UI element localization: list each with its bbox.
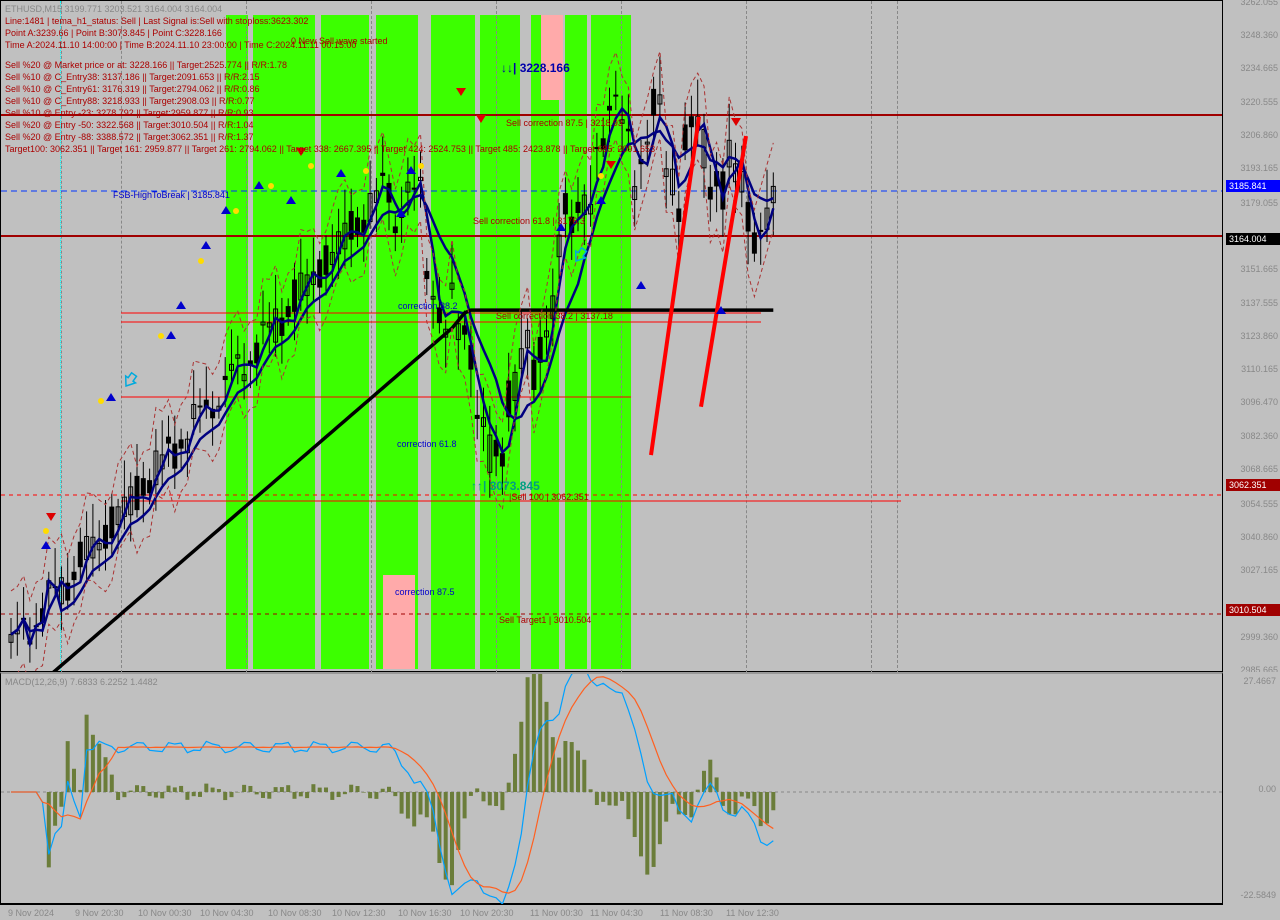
price-tick: 3082.360 — [1240, 431, 1278, 441]
info-line: 0 New Sell wave started — [291, 36, 388, 46]
info-line: Sell %20 @ Entry -88: 3388.572 || Target… — [5, 132, 253, 142]
chart-label: ↑↑| 3073.845 — [471, 479, 540, 493]
time-tick: 11 Nov 00:30 — [530, 908, 583, 918]
chart-label: ↓↓| 3228.166 — [501, 61, 570, 75]
info-line: Sell %10 @ Entry -23: 3278.792 || Target… — [5, 108, 253, 118]
price-axis: 3262.055 3248.360 3234.665 3220.555 3206.860… — [1223, 0, 1280, 672]
info-line: Line:1481 | tema_h1_status: Sell | Last … — [5, 16, 308, 26]
chart-label: Sell Target1 | 3010.504 — [499, 615, 591, 625]
chart-label: correction 38.2 — [398, 301, 458, 311]
price-marker: 3062.351 — [1226, 479, 1280, 491]
price-chart[interactable]: ETHUSD,M15 3199.771 3203.521 3164.004 31… — [0, 0, 1223, 672]
price-tick: 3179.055 — [1240, 198, 1278, 208]
time-tick: 9 Nov 20:30 — [75, 908, 124, 918]
time-axis: 9 Nov 2024 9 Nov 20:30 10 Nov 00:30 10 Nov … — [0, 904, 1223, 920]
price-tick: 3110.165 — [1241, 364, 1278, 374]
macd-plot — [1, 674, 1224, 906]
price-tick: 2999.360 — [1240, 632, 1278, 642]
price-tick: 3027.165 — [1240, 565, 1278, 575]
time-tick: 10 Nov 08:30 — [268, 908, 322, 918]
price-tick: 3151.665 — [1240, 264, 1278, 274]
time-tick: 10 Nov 04:30 — [200, 908, 254, 918]
time-tick: 11 Nov 04:30 — [590, 908, 643, 918]
price-tick: 3123.860 — [1240, 331, 1278, 341]
macd-panel[interactable]: MACD(12,26,9) 7.6833 6.2252 1.4482 — [0, 672, 1223, 904]
indicator-axis: 27.4667 0.00 -22.5849 — [1223, 672, 1280, 904]
info-line: ETHUSD,M15 3199.771 3203.521 3164.004 31… — [5, 4, 222, 14]
price-tick: 3193.165 — [1240, 163, 1278, 173]
price-tick: 3220.555 — [1240, 97, 1278, 107]
time-tick: 10 Nov 00:30 — [138, 908, 192, 918]
time-tick: 10 Nov 16:30 — [398, 908, 452, 918]
info-line: Point A:3239.66 | Point B:3073.845 | Poi… — [5, 28, 222, 38]
macd-max: 27.4667 — [1243, 676, 1276, 686]
time-tick: 10 Nov 12:30 — [332, 908, 386, 918]
price-tick: 3206.860 — [1240, 130, 1278, 140]
chart-label: Sell correction 87.5 | 3218.93 — [506, 118, 623, 128]
macd-zero: 0.00 — [1258, 784, 1276, 794]
chart-label: Sell correction 38.2 | 3137.18 — [496, 311, 613, 321]
chart-label: correction 61.8 — [397, 439, 457, 449]
macd-min: -22.5849 — [1240, 890, 1276, 900]
chart-label: Sell correction 61.8 | 3176.3 — [473, 216, 585, 226]
time-tick: 11 Nov 08:30 — [660, 908, 713, 918]
price-tick: 3137.555 — [1240, 298, 1278, 308]
info-line: Sell %20 @ Market price or at: 3228.166 … — [5, 60, 287, 70]
price-tick: 3040.860 — [1240, 532, 1278, 542]
time-tick: 10 Nov 20:30 — [460, 908, 514, 918]
chart-label: |Sell 100 | 3062.351 — [509, 492, 589, 502]
time-tick: 11 Nov 12:30 — [726, 908, 779, 918]
price-marker: 3164.004 — [1226, 233, 1280, 245]
price-tick: 3262.055 — [1240, 0, 1278, 7]
price-marker: 3010.504 — [1226, 604, 1280, 616]
price-tick: 3068.665 — [1240, 464, 1278, 474]
price-tick: 3054.555 — [1240, 499, 1278, 509]
time-tick: 9 Nov 2024 — [8, 908, 54, 918]
price-marker: 3185.841 — [1226, 180, 1280, 192]
chart-label: FSB-HighToBreak | 3185.841 — [113, 190, 230, 200]
info-line: Sell %10 @ C_Entry38: 3137.186 || Target… — [5, 72, 259, 82]
chart-label: correction 87.5 — [395, 587, 455, 597]
info-line: Sell %10 @ C_Entry88: 3218.933 || Target… — [5, 96, 254, 106]
price-tick: 3234.665 — [1240, 63, 1278, 73]
price-tick: 3248.360 — [1240, 30, 1278, 40]
info-line: Sell %10 @ C_Entry61: 3176.319 || Target… — [5, 84, 259, 94]
info-line: Sell %20 @ Entry -50: 3322.568 || Target… — [5, 120, 253, 130]
info-line: Target100: 3062.351 || Target 161: 2959.… — [5, 144, 655, 154]
price-tick: 3096.470 — [1240, 397, 1278, 407]
